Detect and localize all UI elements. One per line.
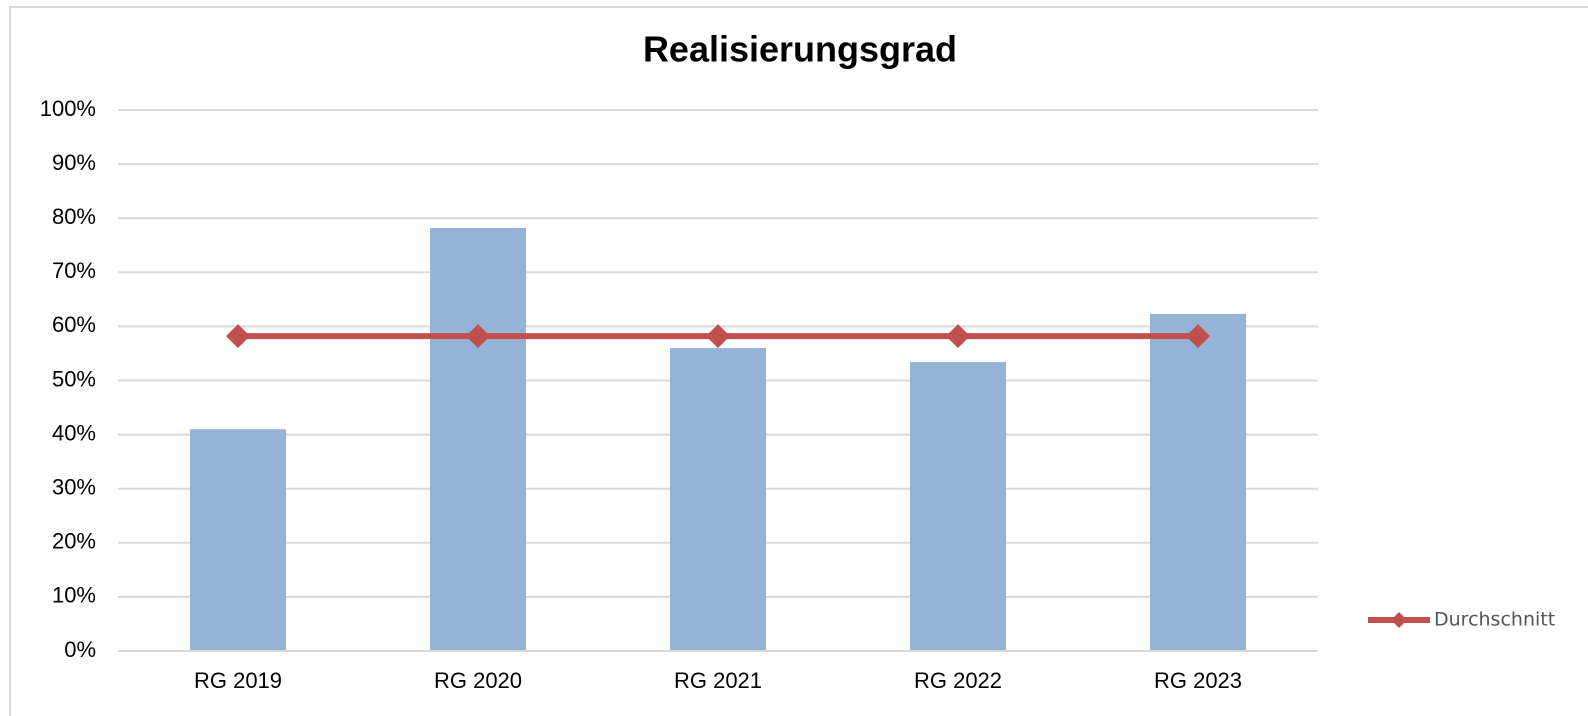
y-tick-label: 30% [52, 475, 96, 500]
x-tick-label: RG 2020 [434, 668, 522, 693]
bar [430, 227, 526, 652]
y-tick-label: 0% [64, 637, 96, 662]
chart-title: Realisierungsgrad [643, 29, 957, 70]
x-tick-label: RG 2019 [194, 668, 282, 693]
y-tick-label: 100% [40, 96, 96, 121]
legend-marker [1391, 612, 1407, 628]
x-tick-label: RG 2023 [1154, 668, 1242, 693]
line-marker [1186, 324, 1210, 349]
y-tick-label: 10% [52, 583, 96, 608]
bar [670, 348, 766, 651]
line-marker [706, 324, 730, 349]
line-marker [946, 324, 970, 349]
y-tick-label: 40% [52, 420, 96, 445]
bar [1150, 313, 1246, 651]
y-tick-label: 20% [52, 529, 96, 554]
y-tick-label: 50% [52, 366, 96, 391]
line-marker [466, 324, 490, 349]
x-tick-label: RG 2021 [674, 668, 762, 693]
y-tick-label: 70% [52, 258, 96, 283]
x-tick-label: RG 2022 [914, 668, 1002, 693]
y-tick-label: 60% [52, 312, 96, 337]
legend-text: Durchschnitt [1434, 609, 1555, 631]
y-tick-label: 90% [52, 150, 96, 175]
chart-border [9, 6, 1588, 716]
bar [910, 362, 1006, 651]
y-tick-label: 80% [52, 204, 96, 229]
bar [190, 429, 286, 651]
line-marker [226, 324, 250, 349]
